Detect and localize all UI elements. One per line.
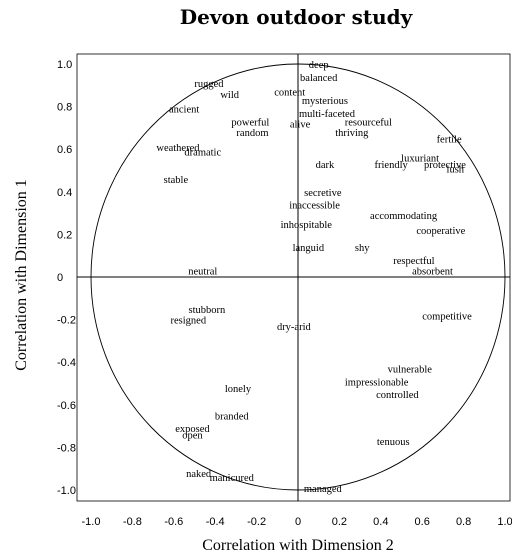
y-axis-title: Correlation with Dimension 1 — [13, 179, 30, 371]
word-label: impressionable — [345, 377, 409, 388]
word-label: fertile — [437, 135, 462, 146]
word-label: secretive — [304, 188, 342, 199]
y-tick-label: -0.6 — [57, 400, 76, 412]
x-tick-label: 0.2 — [332, 516, 347, 528]
word-label: content — [274, 88, 305, 99]
word-label: luxuriant — [401, 154, 439, 165]
word-label: manicured — [210, 473, 255, 484]
word-label: shy — [355, 243, 370, 254]
word-label: powerful — [231, 118, 269, 129]
y-tick-label: 0.8 — [57, 102, 72, 114]
word-label: protective — [424, 160, 466, 171]
y-tick-label: -0.8 — [57, 442, 76, 454]
word-label: accommodating — [370, 211, 438, 222]
word-label: managed — [304, 484, 343, 495]
word-label: vulnerable — [388, 365, 433, 376]
word-label: lush — [447, 164, 465, 175]
word-label: naked — [186, 469, 212, 480]
word-label: stable — [164, 175, 189, 186]
word-label: dramatic — [184, 147, 221, 158]
chart-title: Devon outdoor study — [180, 5, 414, 29]
word-label: thriving — [335, 128, 369, 139]
x-tick-label: -1.0 — [82, 516, 101, 528]
x-tick-label: 1.0 — [497, 516, 512, 528]
y-tick-label: -1.0 — [57, 485, 76, 497]
word-label: respectful — [393, 256, 434, 267]
word-label: competitive — [422, 311, 472, 322]
word-label: exposed — [175, 424, 210, 435]
x-tick-label: -0.8 — [123, 516, 142, 528]
word-label: rugged — [194, 79, 224, 90]
x-tick-label: 0.8 — [456, 516, 471, 528]
x-tick-labels: -1.0 -0.8 -0.6 -0.4 -0.2 0 0.2 0.4 0.6 0.8 1.0 — [82, 516, 512, 528]
word-label: random — [236, 128, 268, 139]
word-label: inhospitable — [281, 220, 333, 231]
y-tick-label: 0.4 — [57, 187, 72, 199]
y-tick-label: -0.2 — [57, 315, 76, 327]
word-label: branded — [215, 411, 250, 422]
y-tick-label: -0.4 — [57, 357, 76, 369]
x-axis-title: Correlation with Dimension 2 — [202, 537, 394, 554]
word-label: lonely — [225, 384, 252, 395]
word-label: resourceful — [345, 118, 392, 129]
x-tick-label: 0.4 — [373, 516, 388, 528]
word-label: languid — [293, 243, 325, 254]
word-label: dark — [316, 160, 335, 171]
word-label: mysterious — [302, 96, 348, 107]
x-tick-label: -0.4 — [206, 516, 225, 528]
word-label: controlled — [376, 390, 419, 401]
word-label: stubborn — [189, 305, 227, 316]
x-tick-label: 0.6 — [415, 516, 430, 528]
y-tick-label: 0 — [57, 272, 63, 284]
word-label: open — [182, 431, 203, 442]
word-label: friendly — [375, 160, 409, 171]
word-label: absorbent — [412, 267, 453, 278]
word-label: weathered — [156, 143, 200, 154]
word-label: multi-faceted — [299, 109, 356, 120]
y-tick-label: 1.0 — [57, 59, 72, 71]
y-tick-label: 0.6 — [57, 144, 72, 156]
word-label: neutral — [188, 267, 217, 278]
word-label: wild — [220, 90, 239, 101]
x-tick-label: -0.2 — [247, 516, 266, 528]
y-tick-label: 0.2 — [57, 229, 72, 241]
word-label: inaccessible — [289, 201, 340, 212]
word-label: dry-arid — [277, 322, 312, 333]
word-label: tenuous — [377, 437, 410, 448]
word-label: balanced — [300, 73, 338, 84]
y-tick-labels: 1.0 0.8 0.6 0.4 0.2 0 -0.2 -0.4 -0.6 -0.8 -1.0 — [57, 59, 76, 497]
word-label: deep — [309, 60, 329, 71]
x-tick-label: -0.6 — [164, 516, 183, 528]
word-label: cooperative — [416, 226, 465, 237]
word-label: ancient — [169, 105, 199, 116]
x-tick-label: 0 — [295, 516, 301, 528]
word-label: alive — [290, 120, 311, 131]
word-label: resigned — [171, 316, 207, 327]
